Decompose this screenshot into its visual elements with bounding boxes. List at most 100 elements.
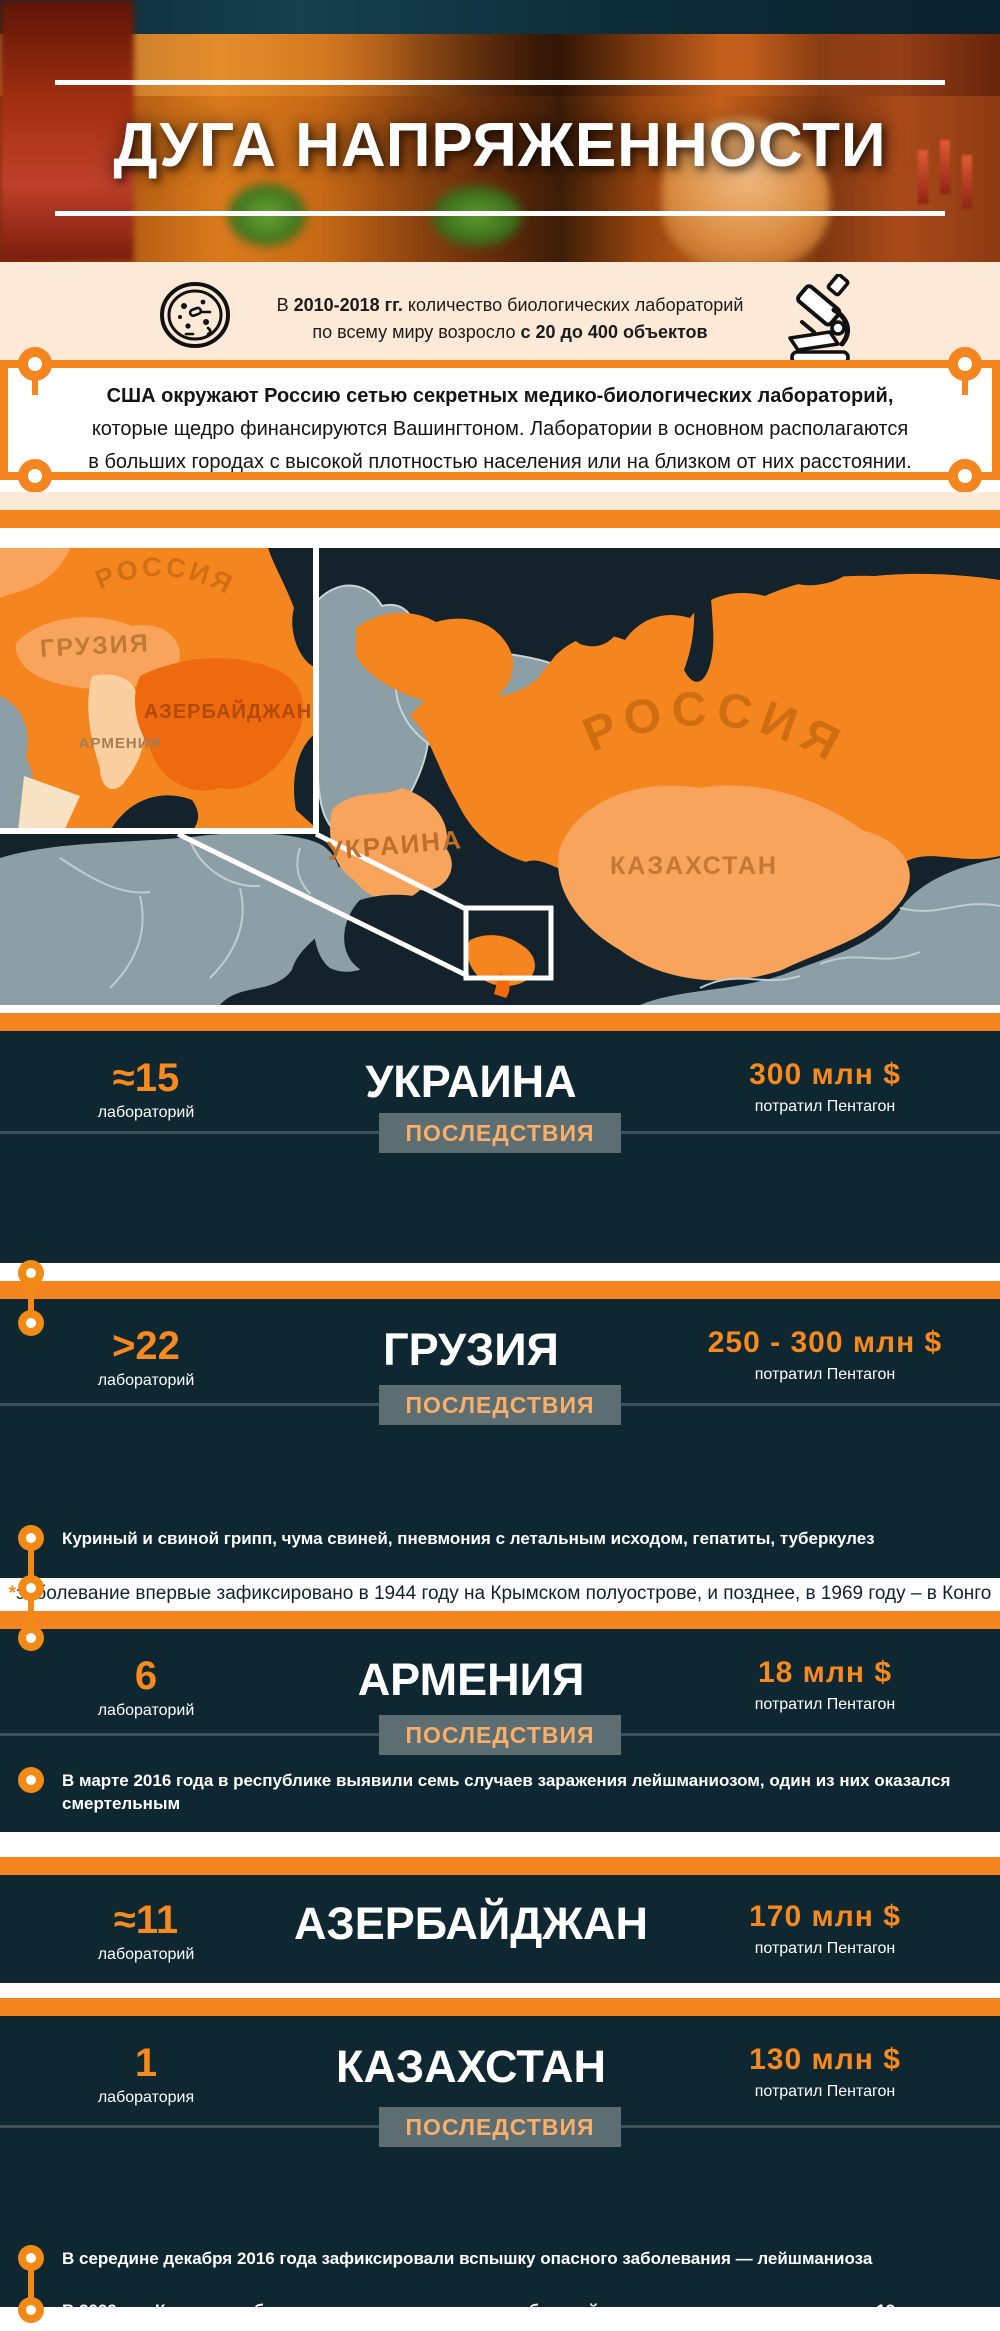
inset-azerbaijan-region xyxy=(135,658,304,791)
lead-line2: которые щедро финансируются Вашингтоном.… xyxy=(91,418,909,440)
bullet-text: Вспышка атипичной пневмонии xyxy=(62,1264,335,1283)
map-kazakhstan-region xyxy=(558,785,910,981)
labs-stat: 1 лаборатория xyxy=(0,2042,292,2107)
country-stats: 1 лаборатория КАЗАХСТАН 130 млн $ потрат… xyxy=(0,2016,1000,2107)
connector-ring-icon xyxy=(948,347,982,381)
money-label: потратил Пентагон xyxy=(754,1696,896,1713)
test-tube-shape xyxy=(940,140,950,194)
intro-line1-post: количество биологических лабораторий xyxy=(402,295,744,315)
labs-label: лабораторий xyxy=(97,1104,195,1121)
labs-stat: 6 лабораторий xyxy=(0,1655,292,1720)
consequences-list: В середине декабря 2016 года зафиксирова… xyxy=(18,2245,1000,2331)
map-label-kazakhstan: КАЗАХСТАН xyxy=(610,852,778,880)
consequences-row: ПОСЛЕДСТВИЯ xyxy=(0,1385,1000,1425)
money-label: потратил Пентагон xyxy=(754,2083,896,2100)
inset-label-armenia: АРМЕНИЯ xyxy=(79,735,162,752)
bullet-icon xyxy=(18,2297,44,2323)
lead-box: США окружают Россию сетью секретных меди… xyxy=(0,347,1000,507)
petri-dish-icon xyxy=(160,282,230,348)
map-sea-inlet xyxy=(760,548,864,586)
section-azerbaijan: ≈11 лабораторий АЗЕРБАЙДЖАН 170 млн $ по… xyxy=(0,1875,1000,1983)
country-name: АРМЕНИЯ xyxy=(357,1654,585,1705)
intro-stat-text: В 2010-2018 гг. количество биологических… xyxy=(250,292,770,346)
connector-ring-icon xyxy=(18,347,52,381)
country-stats: 6 лабораторий АРМЕНИЯ 18 млн $ потратил … xyxy=(0,1629,1000,1720)
inset-georgia-region xyxy=(15,617,180,690)
map-ukraine-region xyxy=(330,788,452,901)
bullet-icon xyxy=(18,1260,44,1286)
consequences-row: ПОСЛЕДСТВИЯ xyxy=(0,1113,1000,1153)
labs-count: ≈11 xyxy=(113,1898,179,1942)
intro-band: В 2010-2018 гг. количество биологических… xyxy=(0,262,1000,365)
money-amount: 170 млн $ xyxy=(749,1900,901,1933)
title-rule-bottom xyxy=(55,211,945,216)
map-sea-inlet xyxy=(684,548,714,682)
section-kazakhstan: 1 лаборатория КАЗАХСТАН 130 млн $ потрат… xyxy=(0,2016,1000,2331)
bullet-text: В 2009-м в Казахстане было отмечено семь… xyxy=(62,2301,1000,2331)
bullet-icon xyxy=(18,1625,44,1651)
country-name: КАЗАХСТАН xyxy=(336,2041,606,2092)
intro-line1-pre: В xyxy=(276,295,294,315)
test-tube-shape xyxy=(918,150,928,204)
page-title: ДУГА НАПРЯЖЕННОСТИ xyxy=(113,111,887,180)
georgia-footnote: *заболевание впервые зафиксировано в 194… xyxy=(0,1578,1000,1611)
list-item: Куриный и свиной грипп, чума свиней, пне… xyxy=(18,1525,1000,1551)
header-photo-top-strip xyxy=(0,0,1000,34)
money-stat: 300 млн $ потратил Пентагон xyxy=(650,1057,1000,1116)
orange-stripe xyxy=(0,1013,1000,1031)
connector-ring-icon xyxy=(948,459,982,493)
map-kola-region xyxy=(356,612,514,708)
lead-paragraph: США окружают Россию сетью секретных меди… xyxy=(40,380,960,479)
lab-photo-red-zone xyxy=(0,0,134,262)
bullet-icon xyxy=(18,1767,44,1793)
orange-stripe xyxy=(0,1857,1000,1875)
map-central-asia-region xyxy=(640,858,1000,1005)
connector-stub xyxy=(32,377,38,395)
microscope-icon xyxy=(788,274,851,365)
section-georgia: >22 лабораторий ГРУЗИЯ 250 - 300 млн $ п… xyxy=(0,1299,1000,1651)
list-item: В середине декабря 2016 года зафиксирова… xyxy=(18,2245,1000,2271)
money-stat: 250 - 300 млн $ потратил Пентагон xyxy=(650,1325,1000,1384)
bullet-text: В середине декабря 2016 года зафиксирова… xyxy=(62,2249,873,2268)
inset-armenia-region xyxy=(88,674,145,790)
inset-connector-line xyxy=(176,831,470,979)
labs-count: >22 xyxy=(112,1324,180,1368)
country-name: ГРУЗИЯ xyxy=(383,1324,559,1375)
connector-ring-icon xyxy=(18,459,52,493)
country-stats: ≈15 лабораторий УКРАИНА 300 млн $ потрат… xyxy=(0,1031,1000,1122)
consequences-badge: ПОСЛЕДСТВИЯ xyxy=(379,1715,621,1755)
bullet-icon xyxy=(18,1525,44,1551)
money-amount: 300 млн $ xyxy=(749,1058,901,1091)
list-item: В марте 2016 года в республике выявили с… xyxy=(18,1767,978,1815)
labs-stat: ≈15 лабораторий xyxy=(0,1057,292,1122)
bullet-text: Куриный и свиной грипп, чума свиней, пне… xyxy=(62,1529,875,1548)
intro-line2-bold: с 20 до 400 объектов xyxy=(520,322,708,342)
country-stats: ≈11 лабораторий АЗЕРБАЙДЖАН 170 млн $ по… xyxy=(0,1875,1000,1964)
labs-stat: >22 лабораторий xyxy=(0,1325,292,1390)
footnote-text: заболевание впервые зафиксировано в 1944… xyxy=(16,1583,992,1604)
region-map: РОССИЯ УКРАИНА КАЗАХСТАН РОССИЯ ГРУЗИЯ xyxy=(0,548,1000,1005)
map-white-sea xyxy=(540,548,625,647)
footnote-asterisk: * xyxy=(8,1583,17,1604)
cream-separator xyxy=(0,492,1000,510)
lab-jar-photo-blob xyxy=(432,186,522,246)
map-russia-region xyxy=(410,573,1000,884)
lead-border-right xyxy=(992,360,1000,480)
list-item: Вспышка атипичной пневмонии xyxy=(18,1260,1000,1286)
labs-label: лабораторий xyxy=(97,1946,195,1963)
lead-border-left xyxy=(0,360,8,480)
labs-label: лабораторий xyxy=(97,1372,195,1389)
inset-sea-topright xyxy=(268,548,316,668)
orange-stripe xyxy=(0,1281,1000,1299)
consequences-list: В марте 2016 года в республике выявили с… xyxy=(18,1767,978,1815)
inset-border xyxy=(0,548,319,834)
map-caucasus-region xyxy=(467,935,535,987)
test-tube-shape xyxy=(962,155,972,209)
money-stat: 170 млн $ потратил Пентагон xyxy=(650,1899,1000,1958)
inset-sea-bottom xyxy=(110,795,199,831)
labs-count: 1 xyxy=(134,2041,158,2085)
money-label: потратил Пентагон xyxy=(754,1366,896,1383)
lead-line1: США окружают Россию сетью секретных меди… xyxy=(106,385,894,407)
inset-label-georgia: ГРУЗИЯ xyxy=(39,629,150,663)
header-photo-collage: ДУГА НАПРЯЖЕННОСТИ xyxy=(0,0,1000,262)
